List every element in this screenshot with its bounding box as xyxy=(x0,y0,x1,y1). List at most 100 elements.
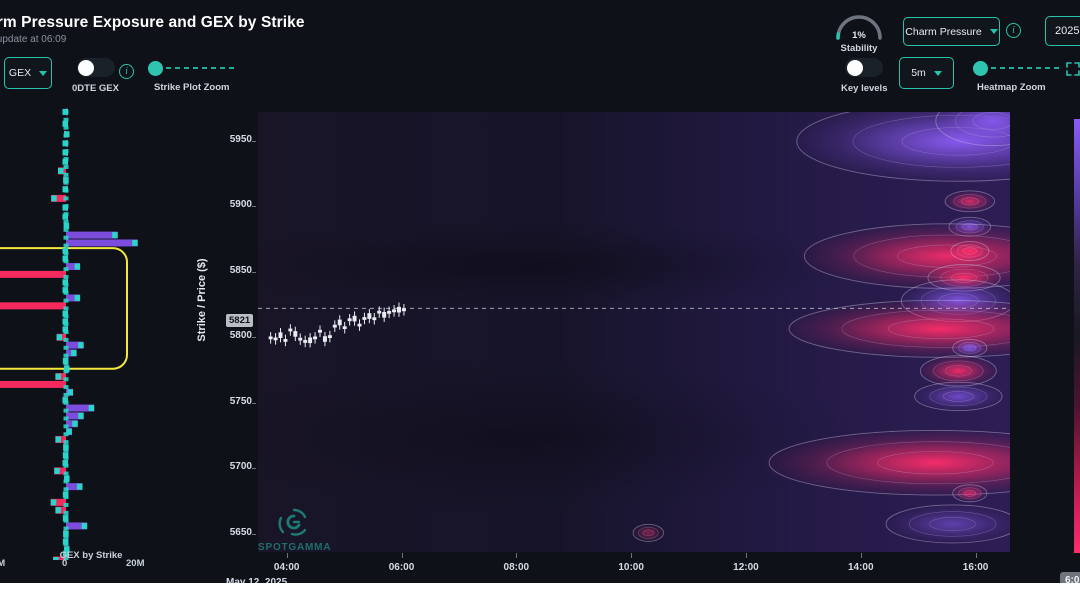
heatmap-blob xyxy=(632,523,665,542)
slider-knob[interactable] xyxy=(148,60,163,76)
heatmap-contour xyxy=(952,484,988,503)
odte-gex-toggle-switch[interactable] xyxy=(76,58,115,77)
charm-pressure-dropdown[interactable]: Charm Pressure xyxy=(903,17,1000,46)
x-axis-tick: 06:00 xyxy=(388,562,415,573)
heatmap-blob xyxy=(949,241,990,262)
zero-line-marker xyxy=(63,196,69,201)
heatmap-blob xyxy=(882,503,1010,544)
heatmap-contour xyxy=(950,241,990,261)
candle-body xyxy=(303,340,308,343)
candle-body xyxy=(327,335,332,338)
zero-line-marker xyxy=(63,180,69,185)
strike-bar[interactable] xyxy=(0,270,66,278)
x-axis-tick-mark xyxy=(286,553,288,558)
y-axis-ticks: 5950 5900 5850 5800 5750 5700 5650 xyxy=(206,108,252,560)
strike-bar[interactable] xyxy=(66,231,118,239)
y-axis-tick-mark xyxy=(252,533,256,535)
strike-bar-marker xyxy=(62,120,68,127)
strike-bar-marker xyxy=(54,467,60,474)
strike-bar-marker xyxy=(62,491,69,498)
heatmap-contour xyxy=(826,441,1010,485)
strike-bar[interactable] xyxy=(66,239,138,247)
zero-line-marker xyxy=(63,518,69,523)
zero-line-marker xyxy=(63,204,69,209)
odte-gex-toggle[interactable]: 0DTE GEX xyxy=(72,58,119,94)
strike-bar[interactable] xyxy=(66,341,84,349)
key-levels-toggle[interactable]: Key levels xyxy=(841,58,887,94)
candle-body xyxy=(387,310,392,314)
heatmap-blob xyxy=(912,381,1005,412)
zero-line-marker xyxy=(63,502,69,507)
strike-bar-marker xyxy=(78,412,84,419)
zero-line-marker xyxy=(63,282,69,287)
heatmap-contour xyxy=(955,112,1010,138)
strike-bar[interactable] xyxy=(0,380,66,388)
heatmap-contour xyxy=(929,386,988,407)
key-levels-toggle-switch[interactable] xyxy=(845,58,884,77)
strike-plot-zoom-slider[interactable]: Strike Plot Zoom xyxy=(148,60,238,93)
strike-bar[interactable] xyxy=(54,467,66,475)
zero-line-marker xyxy=(63,322,69,327)
interval-dropdown[interactable]: 5m xyxy=(899,57,954,89)
heatmap-contour xyxy=(632,523,665,542)
strike-bar[interactable] xyxy=(0,302,66,310)
zero-line-marker xyxy=(63,212,69,217)
heatmap-zoom-slider[interactable]: Heatmap Zoom xyxy=(973,60,1063,93)
strike-bar[interactable] xyxy=(66,522,88,530)
strike-bar-marker xyxy=(63,222,70,229)
charm-pressure-dropdown-label: Charm Pressure xyxy=(905,25,982,38)
zero-line-marker xyxy=(63,109,69,114)
strike-bar-marker xyxy=(62,247,68,254)
x-axis-tick: 04:00 xyxy=(273,562,300,573)
strike-bar[interactable] xyxy=(53,556,66,561)
gex-by-strike-chart[interactable] xyxy=(0,108,182,560)
gex-metric-dropdown[interactable]: GEX xyxy=(4,57,52,89)
heatmap-null-band xyxy=(258,220,875,310)
info-icon[interactable]: i xyxy=(119,64,134,79)
y-axis-tick-mark xyxy=(252,271,256,273)
strike-bar[interactable] xyxy=(66,412,84,420)
heatmap-zoom-track[interactable] xyxy=(973,60,1063,76)
info-icon[interactable]: i xyxy=(1006,23,1021,38)
strike-bar[interactable] xyxy=(66,483,83,491)
heatmap-contour xyxy=(841,309,1010,348)
zero-line-marker xyxy=(63,243,69,248)
strike-bar[interactable] xyxy=(66,404,95,412)
strike-plot-zoom-track[interactable] xyxy=(148,60,238,76)
strike-bar[interactable] xyxy=(50,498,66,506)
heatmap-blob xyxy=(932,112,1010,147)
strike-bar-marker xyxy=(62,551,69,558)
heatmap-contour xyxy=(958,487,982,500)
strike-bar[interactable] xyxy=(66,420,78,428)
zero-line-marker xyxy=(63,471,69,476)
strike-bar[interactable] xyxy=(66,263,81,271)
zero-line-marker xyxy=(63,259,69,264)
heatmap-blob xyxy=(760,428,1010,497)
candlestick-series[interactable] xyxy=(268,302,406,348)
candle-body xyxy=(382,311,387,318)
strike-highlight-box xyxy=(0,247,128,370)
x-axis-tick: 14:00 xyxy=(847,562,874,573)
slider-knob[interactable] xyxy=(973,60,988,76)
strike-bar-marker xyxy=(50,499,57,506)
zero-line-marker xyxy=(63,558,69,560)
zero-line-marker xyxy=(63,314,69,319)
page-subtitle: d for update at 06:09 xyxy=(0,34,67,45)
strike-bar[interactable] xyxy=(51,194,66,202)
candle-body xyxy=(332,324,337,328)
charm-pressure-heatmap[interactable] xyxy=(258,112,1010,552)
zero-line-marker xyxy=(63,377,69,382)
heatmap-blob xyxy=(781,298,1010,359)
strike-bar-marker xyxy=(55,507,61,514)
x-axis-tick-mark xyxy=(860,553,862,558)
fullscreen-icon[interactable] xyxy=(1066,62,1080,76)
zero-line-marker xyxy=(63,550,69,555)
candle-body xyxy=(372,317,377,321)
x-axis-tick-mark xyxy=(631,553,633,558)
candle-body xyxy=(298,337,303,341)
date-input[interactable]: 2025- xyxy=(1045,16,1080,46)
zero-line-marker xyxy=(63,275,69,280)
y-axis-tick: 5650 xyxy=(229,526,252,538)
zero-line-marker xyxy=(63,495,69,500)
strike-bar[interactable] xyxy=(66,294,81,302)
